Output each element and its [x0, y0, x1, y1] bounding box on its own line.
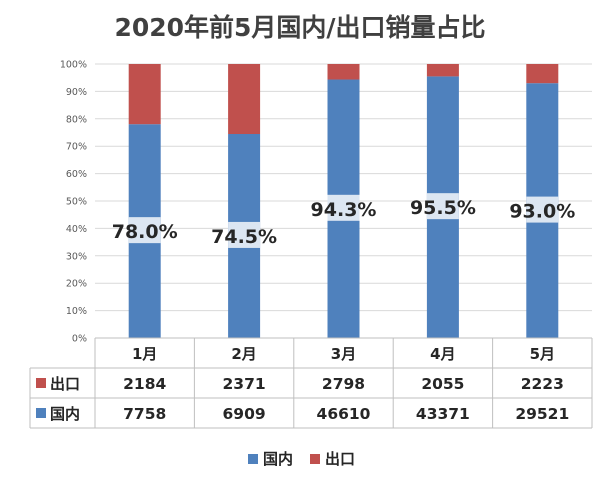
bars: 78.0% 74.5% 94.3% 95.5% 93.0%: [112, 64, 575, 339]
data-label-background: [128, 217, 161, 244]
y-tick-label: 70%: [66, 142, 87, 153]
data-label-background: [327, 194, 360, 221]
table-cell: 2223: [521, 375, 564, 393]
category-label: 5月: [530, 345, 555, 363]
table-cell: 2798: [322, 375, 365, 393]
category-label: 1月: [132, 345, 157, 363]
data-label-background: [526, 196, 559, 223]
legend: 国内 出口: [248, 450, 355, 468]
table-row-label: 出口: [50, 375, 80, 393]
legend-swatch: [248, 454, 258, 464]
y-tick-label: 90%: [66, 87, 87, 98]
y-tick-label: 30%: [66, 251, 87, 262]
table-cell: 2371: [223, 375, 266, 393]
table-legend-key: [36, 378, 46, 388]
category-label: 4月: [430, 345, 455, 363]
bar-export: [228, 64, 261, 135]
legend-label: 出口: [325, 450, 355, 468]
bar-export: [426, 64, 459, 77]
y-tick-label: 40%: [66, 224, 87, 235]
y-tick-label: 100%: [60, 60, 87, 71]
y-tick-label: 60%: [66, 169, 87, 180]
bar-export: [327, 64, 360, 80]
legend-swatch: [310, 454, 320, 464]
bar-export: [526, 64, 559, 84]
data-label: 95.5%: [410, 197, 476, 219]
y-tick-label: 50%: [66, 197, 87, 208]
chart-title: 2020年前5月国内/出口销量占比: [114, 13, 485, 42]
data-label-background: [426, 193, 459, 220]
y-tick-label: 10%: [66, 306, 87, 317]
data-label: 94.3%: [311, 199, 377, 221]
y-tick-label: 0%: [72, 334, 87, 345]
table-cell: 43371: [416, 405, 470, 423]
data-label: 74.5%: [211, 226, 277, 248]
category-label: 3月: [331, 345, 356, 363]
y-tick-label: 20%: [66, 279, 87, 290]
table-cell: 6909: [223, 405, 266, 423]
data-label: 93.0%: [509, 201, 575, 223]
table-row-label: 国内: [50, 405, 80, 423]
legend-label: 国内: [263, 450, 293, 468]
category-label: 2月: [231, 345, 256, 363]
table-cell: 2055: [421, 375, 464, 393]
data-label-background: [228, 221, 261, 248]
data-label: 78.0%: [112, 221, 178, 243]
table-legend-key: [36, 408, 46, 418]
table-cell: 29521: [515, 405, 569, 423]
table-cell: 2184: [123, 375, 166, 393]
y-tick-label: 80%: [66, 114, 87, 125]
table-cell: 46610: [317, 405, 371, 423]
bar-export: [128, 64, 161, 125]
y-axis-ticks: 0% 10% 20% 30% 40% 50% 60% 70% 80% 90% 100%: [60, 60, 87, 345]
table-cell: 7758: [123, 405, 166, 423]
